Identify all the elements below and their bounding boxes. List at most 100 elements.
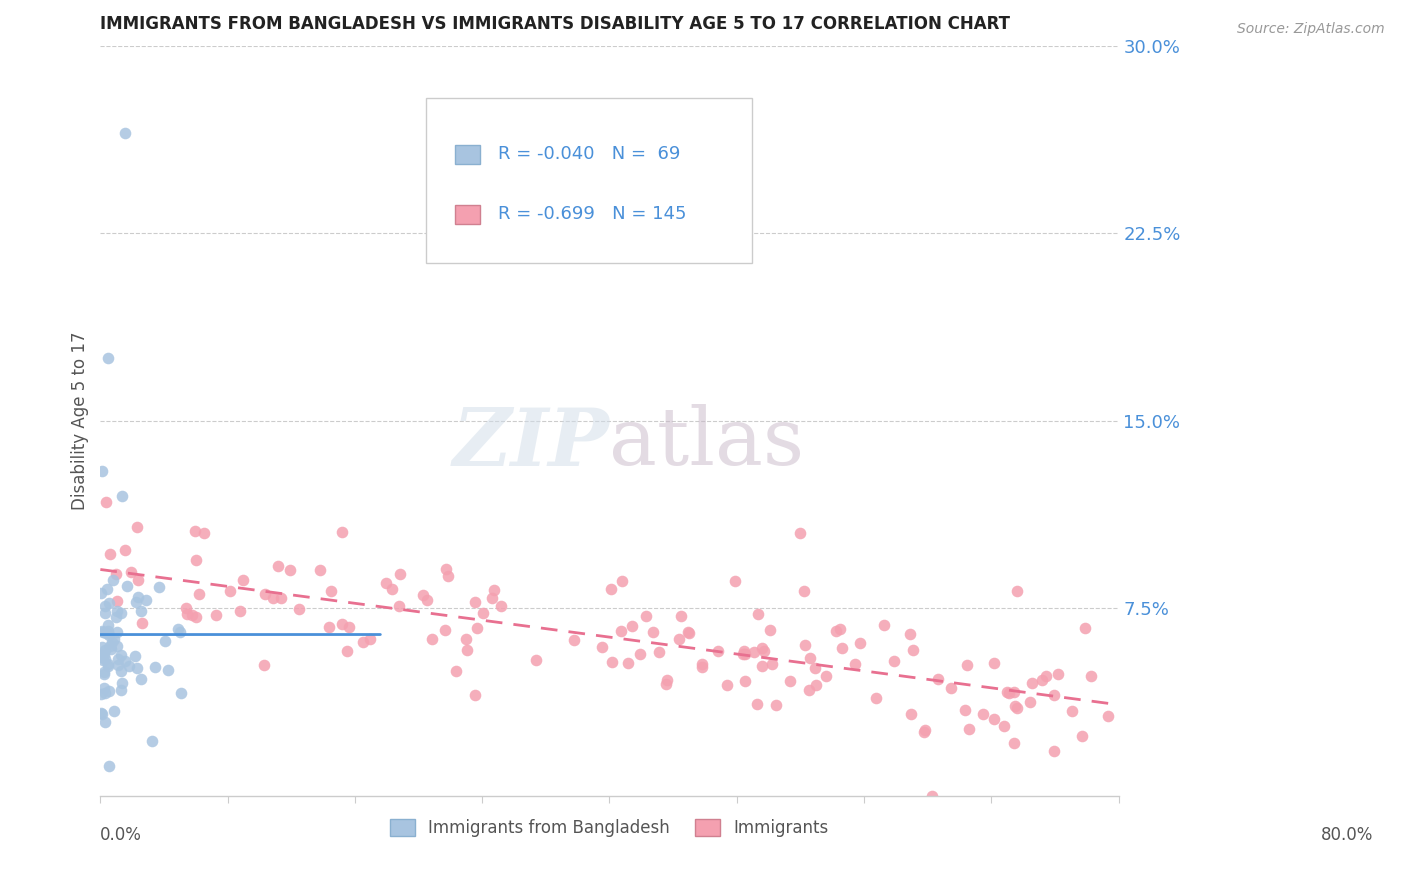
Point xyxy=(900,707,922,722)
Point xyxy=(176,607,198,621)
Point xyxy=(90,464,112,478)
Point xyxy=(634,608,657,623)
Point xyxy=(456,642,478,657)
Point xyxy=(754,644,776,658)
Point xyxy=(733,644,755,658)
Text: R = -0.699   N = 145: R = -0.699 N = 145 xyxy=(499,205,688,224)
Point xyxy=(793,638,815,652)
Point xyxy=(90,586,112,600)
Point xyxy=(94,495,117,509)
Point xyxy=(412,588,434,602)
Text: IMMIGRANTS FROM BANGLADESH VS IMMIGRANTS DISABILITY AGE 5 TO 17 CORRELATION CHAR: IMMIGRANTS FROM BANGLADESH VS IMMIGRANTS… xyxy=(100,15,1011,33)
Point xyxy=(993,718,1015,732)
Point xyxy=(927,673,949,687)
Point xyxy=(1070,729,1092,743)
Point xyxy=(97,351,120,366)
Point xyxy=(375,576,398,591)
Point xyxy=(97,624,120,639)
Point xyxy=(953,703,976,717)
Point xyxy=(1080,669,1102,683)
Point xyxy=(716,678,738,692)
Point xyxy=(997,685,1019,699)
Point xyxy=(135,593,157,607)
Point xyxy=(956,657,979,672)
Point xyxy=(814,668,837,682)
Point xyxy=(105,594,128,608)
Point xyxy=(465,622,488,636)
Point xyxy=(416,592,439,607)
Point xyxy=(103,573,125,587)
Point xyxy=(100,640,122,654)
Point xyxy=(105,604,128,618)
Point xyxy=(330,616,353,631)
Point xyxy=(157,664,180,678)
Point xyxy=(825,624,848,639)
Point xyxy=(844,657,866,671)
Point xyxy=(828,623,851,637)
Point xyxy=(804,678,827,692)
Point xyxy=(111,489,134,503)
Point xyxy=(115,579,138,593)
Point xyxy=(181,608,204,623)
Point xyxy=(464,594,486,608)
Point xyxy=(1097,708,1119,723)
Point xyxy=(184,552,207,566)
Point xyxy=(600,582,623,597)
Point xyxy=(129,604,152,618)
Point xyxy=(94,652,117,666)
Point xyxy=(318,620,340,634)
Point xyxy=(678,625,700,640)
Point xyxy=(352,634,374,648)
Point xyxy=(789,526,811,541)
Point xyxy=(127,590,149,604)
Point xyxy=(141,734,163,748)
Point xyxy=(489,599,512,613)
Point xyxy=(983,712,1005,726)
Y-axis label: Disability Age 5 to 17: Disability Age 5 to 17 xyxy=(72,332,89,510)
Point xyxy=(184,610,207,624)
Point xyxy=(747,607,769,621)
Point xyxy=(143,659,166,673)
Point xyxy=(1019,695,1042,709)
Point xyxy=(799,651,821,665)
Point xyxy=(193,526,215,541)
Point xyxy=(105,609,128,624)
Point xyxy=(983,656,1005,670)
Point xyxy=(765,698,787,713)
Point xyxy=(124,648,146,663)
Point xyxy=(93,606,115,620)
Point xyxy=(330,524,353,539)
Point xyxy=(93,665,115,679)
Point xyxy=(110,648,132,663)
Point xyxy=(610,624,633,639)
Point xyxy=(94,599,117,613)
Point xyxy=(125,520,148,534)
Point xyxy=(921,789,943,803)
Point xyxy=(97,658,120,673)
Point xyxy=(262,591,284,606)
Point xyxy=(734,674,756,689)
Point xyxy=(105,624,128,639)
Point xyxy=(420,632,443,646)
Point xyxy=(114,126,136,140)
Point xyxy=(105,567,128,582)
Point xyxy=(1002,735,1025,749)
Point xyxy=(188,586,211,600)
Point xyxy=(359,632,381,647)
Point xyxy=(98,684,121,698)
Point xyxy=(1002,685,1025,699)
Point xyxy=(117,659,139,673)
Point xyxy=(481,591,503,606)
Point xyxy=(731,647,754,661)
Point xyxy=(761,657,783,671)
Point xyxy=(600,655,623,669)
Point xyxy=(94,686,117,700)
Point xyxy=(707,643,730,657)
Point xyxy=(114,543,136,558)
Point xyxy=(94,642,117,657)
Point xyxy=(648,645,671,659)
Point xyxy=(270,591,292,606)
Point xyxy=(995,685,1018,699)
Point xyxy=(97,596,120,610)
FancyBboxPatch shape xyxy=(454,145,481,164)
